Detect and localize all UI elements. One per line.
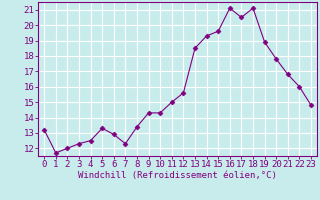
- X-axis label: Windchill (Refroidissement éolien,°C): Windchill (Refroidissement éolien,°C): [78, 171, 277, 180]
